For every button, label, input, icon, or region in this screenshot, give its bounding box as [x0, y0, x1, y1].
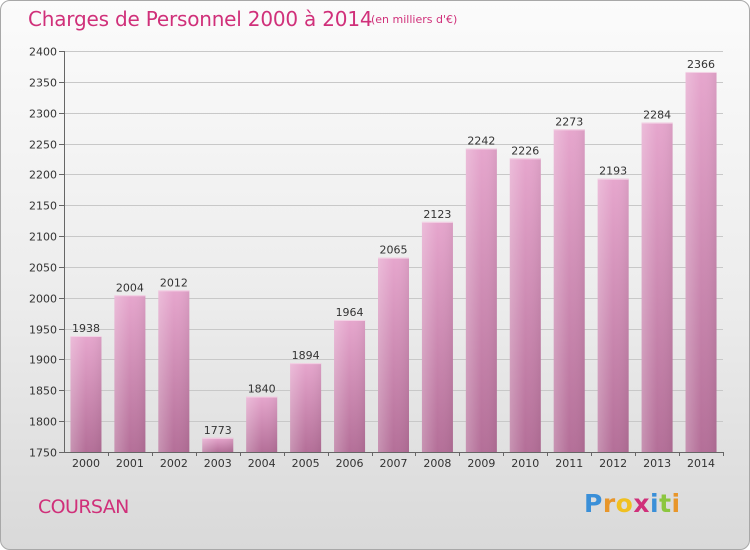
y-tick-label: 2250 [29, 139, 57, 152]
x-tick-label: 2008 [423, 457, 451, 470]
bar-sheen [641, 122, 673, 452]
y-tick-label: 2150 [29, 200, 57, 213]
y-tick-label: 2300 [29, 108, 57, 121]
x-tick-label: 2011 [555, 457, 583, 470]
logo-letter: P [584, 489, 603, 518]
logo-letter: x [633, 489, 650, 518]
value-label: 1894 [292, 349, 320, 362]
bar-sheen [378, 257, 409, 452]
value-label: 1964 [336, 306, 364, 319]
bar-sheen [114, 295, 146, 452]
bar-sheen [70, 336, 102, 452]
commune-name: COURSAN [38, 496, 129, 518]
chart-title: Charges de Personnel 2000 à 2014 [28, 7, 373, 31]
x-tick-label: 2014 [687, 457, 715, 470]
value-label: 2284 [643, 109, 671, 122]
x-tick-label: 2002 [160, 457, 188, 470]
value-label: 2004 [116, 281, 144, 294]
x-tick-label: 2009 [467, 457, 495, 470]
value-label: 1840 [248, 382, 276, 395]
value-label: 2193 [599, 165, 627, 178]
value-label: 2242 [467, 134, 495, 147]
y-tick-label: 2050 [29, 262, 57, 275]
bar-sheen [421, 221, 453, 452]
value-label: 2226 [511, 144, 539, 157]
bar-sheen [597, 178, 629, 453]
y-tick-label: 2400 [29, 46, 57, 59]
bar-sheen [158, 290, 190, 452]
y-tick-label: 1800 [29, 416, 57, 429]
value-label: 2123 [423, 208, 451, 221]
logo-letter: i [650, 489, 660, 518]
x-tick-label: 2005 [292, 457, 320, 470]
y-tick-label: 2000 [29, 293, 57, 306]
value-label: 1938 [72, 322, 100, 335]
value-label: 2273 [555, 115, 583, 128]
x-tick-label: 2013 [643, 457, 671, 470]
x-axis: 2000 2001 2002 2003 2004 2005 2006 2007 2008 2009… [64, 452, 724, 470]
logo-letter: r [602, 489, 616, 518]
bar-sheen [553, 129, 585, 452]
bar-sheen [202, 437, 234, 452]
x-tick-label: 2000 [72, 457, 100, 470]
x-tick-label: 2004 [248, 457, 276, 470]
value-label: 2012 [160, 276, 188, 289]
bar-sheen [246, 396, 278, 452]
logo-letter: t [659, 489, 672, 518]
y-tick-label: 1750 [29, 447, 57, 460]
proxiti-logo: Proxiti [584, 489, 681, 518]
y-tick-label: 2200 [29, 169, 57, 182]
value-labels: 1938 2004 2012 1773 1840 1894 1964 2065 2123 2242… [72, 58, 715, 437]
y-axis: 1750 1800 1850 1900 1950 2000 2050 2100 2150 2200… [29, 46, 65, 460]
value-label: 2366 [687, 58, 715, 71]
value-label: 1773 [204, 424, 232, 437]
value-label: 2065 [380, 244, 408, 257]
x-tick-label: 2012 [599, 457, 627, 470]
y-tick-label: 2100 [29, 231, 57, 244]
bar-sheen [290, 363, 322, 452]
logo-letter: i [671, 489, 681, 518]
x-tick-label: 2007 [380, 457, 408, 470]
bar-sheen [334, 319, 366, 452]
y-tick-label: 2350 [29, 77, 57, 90]
y-tick-label: 1850 [29, 385, 57, 398]
bar-sheen [509, 158, 541, 453]
x-tick-label: 2003 [204, 457, 232, 470]
y-tick-label: 1950 [29, 324, 57, 337]
logo-letter: o [615, 489, 634, 518]
chart-subtitle: (en milliers d'€) [371, 13, 458, 26]
bar-sheen [465, 148, 497, 452]
x-tick-label: 2001 [116, 457, 144, 470]
y-tick-label: 1900 [29, 354, 57, 367]
x-tick-label: 2006 [336, 457, 364, 470]
bars [70, 71, 717, 453]
bar-sheen [685, 71, 717, 452]
x-tick-label: 2010 [511, 457, 539, 470]
